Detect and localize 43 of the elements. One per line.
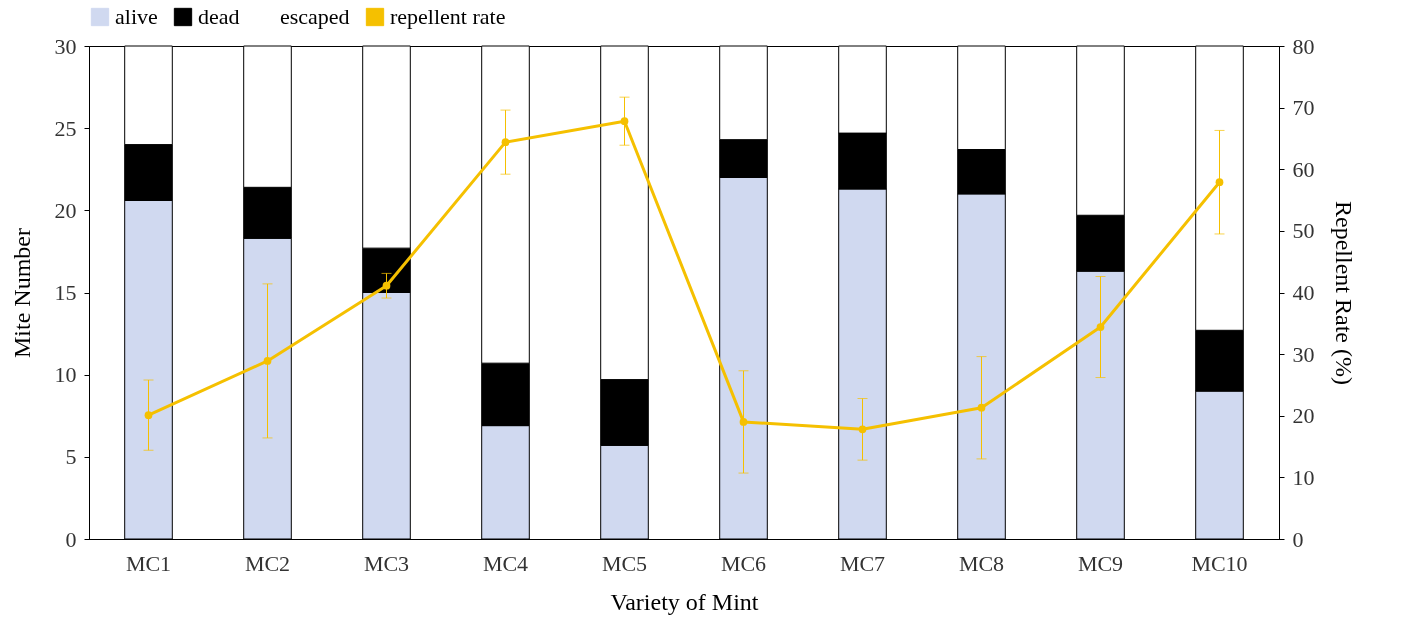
point	[1096, 323, 1105, 331]
x-tick-label: MC1	[125, 550, 172, 576]
x-tick-label: MC3	[363, 550, 410, 576]
y2-tick-label: 60	[1292, 156, 1315, 182]
x-tick-label: MC6	[720, 550, 767, 576]
y-tick-label: 0	[65, 526, 77, 552]
x-axis-title: Variety of Mint	[610, 588, 759, 615]
y2-tick-label: 40	[1292, 280, 1315, 305]
y2-tick-label: 0	[1292, 526, 1304, 552]
y-tick-label: 20	[54, 197, 77, 223]
point	[144, 411, 153, 419]
legend-label: alive	[115, 4, 158, 29]
y2-tick-label: 10	[1292, 464, 1315, 490]
x-tick-label: MC9	[1077, 550, 1124, 576]
point	[858, 425, 867, 434]
point	[501, 138, 510, 146]
y2-tick-label: 30	[1292, 341, 1315, 367]
y2-tick-label: 70	[1292, 95, 1315, 121]
y2-tick-label: 80	[1292, 33, 1315, 59]
y-tick-label: 25	[54, 115, 77, 141]
legend-label: repellent rate	[390, 4, 506, 29]
legend-label: dead	[198, 4, 240, 29]
point	[620, 117, 629, 126]
x-tick-label: MC2	[244, 550, 291, 576]
y-tick-label: 15	[54, 280, 77, 305]
y-tick-label: 30	[54, 33, 77, 59]
x-tick-label: MC7	[839, 550, 886, 576]
x-tick-label: MC8	[958, 550, 1005, 576]
y2-axis-title: Repellent Rate (%)	[1330, 201, 1357, 385]
y2-tick-label: 50	[1292, 218, 1315, 244]
x-tick-label: MC5	[601, 550, 648, 576]
y-tick-label: 10	[54, 362, 77, 388]
x-tick-label: MC10	[1191, 550, 1248, 576]
point	[977, 403, 986, 412]
x-tick-label: MC4	[482, 550, 529, 576]
point	[1215, 178, 1224, 187]
point	[739, 418, 748, 426]
y-tick-label: 5	[65, 444, 77, 470]
y2-tick-label: 20	[1292, 403, 1315, 429]
point	[382, 281, 391, 290]
series-label: escaped	[280, 4, 350, 29]
y-axis-title: Mite Number	[8, 228, 35, 358]
point	[263, 357, 272, 365]
